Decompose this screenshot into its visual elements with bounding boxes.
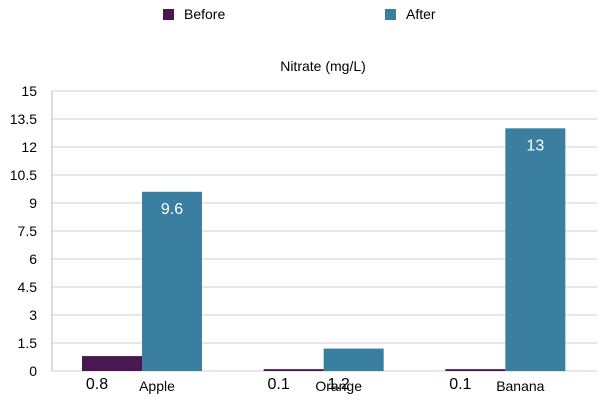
y-tick-label: 6 [29,251,37,267]
data-label: 1.2 [328,376,350,393]
legend-label-before: Before [184,6,226,22]
data-labels: 0.8 9.6 0.1 1.2 0.1 13 [86,137,544,393]
bar-after-banana [505,128,566,371]
y-tick-label: 3 [29,307,37,323]
bar-before-apple [82,356,142,371]
bar-before-banana [445,369,506,371]
data-label: 0.1 [268,376,290,393]
chart-title: Nitrate (mg/L) [280,58,366,74]
legend-swatch-after [385,8,396,20]
y-tick-label: 4.5 [18,279,38,295]
bar-before-orange [263,369,324,371]
x-axis-categories: Apple Orange Banana [139,378,545,394]
y-tick-label: 7.5 [18,223,38,239]
bars [82,128,566,371]
y-tick-label: 1.5 [18,335,38,351]
y-axis-ticks: 0 1.5 3 4.5 6 7.5 9 10.5 12 13.5 15 [10,83,37,379]
y-tick-label: 12 [21,139,37,155]
legend-item-before: Before [163,6,225,22]
bar-after-orange [323,348,384,371]
data-label: 0.8 [86,376,108,393]
legend-swatch-before [163,8,174,20]
bar-after-apple [142,191,202,371]
y-tick-label: 0 [29,363,37,379]
y-tick-label: 9 [29,195,37,211]
chart-legend: Before After [0,6,605,26]
y-tick-label: 15 [21,83,37,99]
legend-item-after: After [385,6,436,22]
x-category-label: Banana [496,378,544,394]
x-category-label: Orange [315,378,362,394]
y-tick-label: 10.5 [10,167,37,183]
data-label: 0.1 [449,376,471,393]
y-tick-label: 13.5 [10,111,37,127]
legend-label-after: After [406,6,436,22]
data-label: 13 [526,137,544,154]
data-label: 9.6 [161,201,183,218]
x-category-label: Apple [139,378,175,394]
